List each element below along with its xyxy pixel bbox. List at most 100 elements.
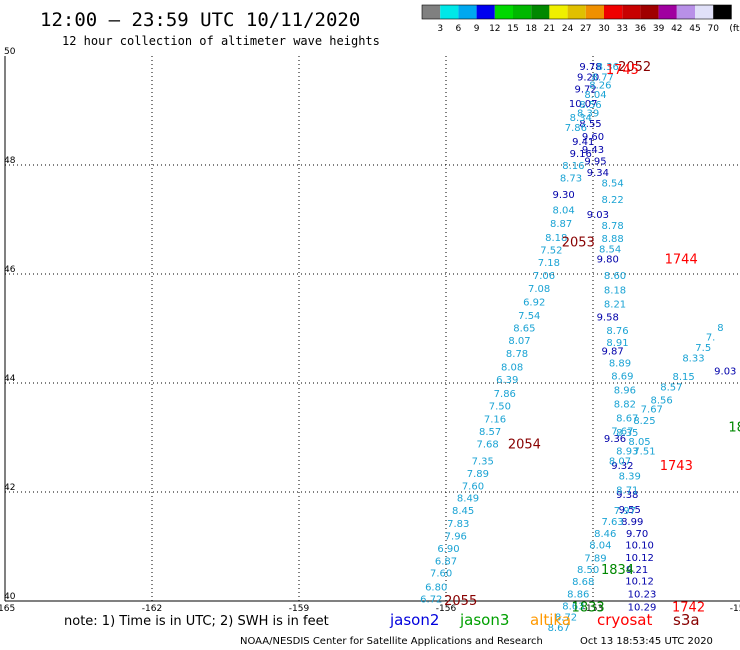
wave-height-label-s3a: 8.50	[577, 565, 599, 576]
color-swatch	[640, 5, 659, 19]
wave-height-label-s3a: 8.82	[614, 400, 636, 411]
wave-height-label-s3a: 6.39	[496, 375, 518, 386]
satellite-legend-jason2: jason2	[389, 611, 439, 629]
wave-height-label-s3a: 7.60	[462, 481, 484, 492]
x-tick-label: -156	[436, 604, 457, 614]
color-scale-label: 15	[507, 24, 518, 34]
color-swatch	[494, 5, 513, 19]
satellite-legend: jason2 jason3 altika cryosat s3a	[389, 611, 700, 629]
color-scale-label: 18	[525, 24, 537, 34]
wave-height-label-s3a: 8.25	[633, 416, 655, 427]
wave-height-label-s3a: 6.92	[523, 297, 545, 308]
color-swatch	[458, 5, 477, 19]
wave-height-label-s3a: 8.91	[606, 338, 628, 349]
color-scale-label: 3	[437, 24, 443, 34]
color-scale-label: 42	[671, 24, 682, 34]
wave-height-label-s3a: 8.71	[616, 485, 638, 496]
color-scale-label: 9	[474, 24, 480, 34]
wave-height-label-s3a: 8.68	[572, 577, 594, 588]
wave-height-label-jason2: 9.78	[579, 62, 601, 73]
wave-height-label-s3a: 8.36	[597, 62, 619, 73]
y-tick-label: 42	[4, 483, 15, 493]
wave-height-label-s3a: 8.72	[555, 612, 577, 623]
wave-height-label-s3a: 8.69	[611, 371, 633, 382]
wave-height-label-s3a: 8.07	[508, 336, 530, 347]
wave-height-label-s3a: 8	[717, 323, 723, 334]
grid-lines	[5, 56, 740, 601]
wave-height-label-jason2: 9.36	[604, 434, 626, 445]
wave-height-label-s3a: 8.86	[567, 589, 589, 600]
color-scale-label: 30	[598, 24, 610, 34]
wave-height-label-jason2: 9.58	[597, 313, 619, 324]
color-scale-label: 24	[562, 24, 574, 34]
wave-height-label-s3a: 8.04	[552, 206, 574, 217]
wave-height-label-s3a: 8.18	[545, 233, 567, 244]
satellite-legend-altika: altika	[530, 611, 571, 629]
wave-height-label-s3a: 8.15	[673, 372, 695, 383]
color-scale-frame	[421, 4, 732, 20]
wave-height-label-jason2: 9.60	[582, 132, 604, 143]
wave-height-label-s3a: 8.57	[479, 427, 501, 438]
wave-height-label-s3a: 8.54	[601, 178, 623, 189]
wave-height-label-s3a: 8.56	[579, 100, 601, 111]
wave-height-label-s3a: 8.46	[594, 529, 616, 540]
wave-height-label-jason2: 9.21	[626, 565, 648, 576]
wave-height-label-s3a: 8.56	[650, 395, 672, 406]
wave-height-label-s3a: 7.63	[601, 517, 623, 528]
wave-height-label-jason2: 8.55	[579, 119, 601, 130]
pass-time-label: 1743	[660, 459, 693, 474]
pass-time-label: 1834	[601, 563, 634, 578]
color-swatch	[585, 5, 604, 19]
color-scale-label: 33	[616, 24, 627, 34]
wave-height-label-s3a: 8.89	[609, 358, 631, 369]
wave-height-label-s3a: 7.68	[477, 439, 499, 450]
y-tick-label: 40	[4, 592, 16, 602]
wave-height-label-s3a: 6.87	[435, 557, 457, 568]
wave-height-label-s3a: 7.96	[445, 532, 467, 543]
wave-height-label-s3a: 8.57	[660, 382, 682, 393]
wave-height-label-s3a: 8.77	[592, 73, 614, 84]
color-scale-label: 70	[707, 24, 719, 34]
wave-height-label-s3a: 7.83	[447, 519, 469, 530]
wave-height-label-s3a: 7.08	[528, 284, 550, 295]
wave-height-label-s3a: 8.76	[606, 326, 628, 337]
wave-height-label-s3a: 7.	[706, 333, 716, 344]
color-swatch	[604, 5, 623, 19]
wave-height-label-jason2: 9.41	[572, 137, 594, 148]
wave-height-label-s3a: 7.86	[494, 389, 516, 400]
x-tick-label: -153	[583, 604, 603, 614]
wave-height-label-s3a: 8.07	[609, 456, 631, 467]
footer-credit: NOAA/NESDIS Center for Satellite Applica…	[240, 636, 543, 647]
wave-height-label-jason2: 9.30	[552, 190, 574, 201]
wave-height-label-jason2: 10.10	[625, 540, 654, 551]
wave-height-label-s3a: 8.60	[604, 271, 626, 282]
color-scale-label: 12	[489, 24, 500, 34]
color-swatch	[422, 5, 441, 19]
footer-note: note: 1) Time is in UTC; 2) SWH is in fe…	[64, 614, 329, 629]
wave-height-label-s3a: 8.21	[604, 299, 626, 310]
wave-height-label-jason2: 9.20	[577, 73, 599, 84]
wave-height-label-s3a: 8.33	[682, 353, 704, 364]
wave-height-label-s3a: 7.54	[518, 311, 540, 322]
axis-tick-labels: -165 -162 -159 -156 -153 -150 40 42 44 46 48 50	[0, 47, 740, 614]
y-tick-label: 44	[4, 374, 16, 384]
wave-height-label-s3a: 7.60	[430, 569, 452, 580]
y-tick-label: 46	[4, 265, 16, 275]
wave-height-label-s3a: 8.96	[614, 386, 636, 397]
wave-height-label-jason2: 10.23	[628, 589, 657, 600]
color-swatch	[549, 5, 568, 19]
wave-height-label-jason2: 9.34	[587, 168, 609, 179]
x-tick-label: -162	[142, 604, 162, 614]
color-scale-unit: (ft)	[729, 24, 740, 34]
color-swatch	[440, 5, 459, 19]
color-swatch	[513, 5, 532, 19]
wave-height-label-s3a: 7.06	[533, 271, 555, 282]
wave-height-label-s3a: 8.78	[506, 349, 528, 360]
wave-height-label-jason2: 9.87	[601, 346, 623, 357]
wave-height-label-s3a: 8.22	[601, 195, 623, 206]
wave-height-label-s3a: 8.65	[513, 323, 535, 334]
satellite-legend-s3a: s3a	[673, 611, 700, 629]
wave-height-label-s3a: 7.51	[633, 447, 655, 458]
wave-height-label-s3a: 8.88	[601, 234, 623, 245]
